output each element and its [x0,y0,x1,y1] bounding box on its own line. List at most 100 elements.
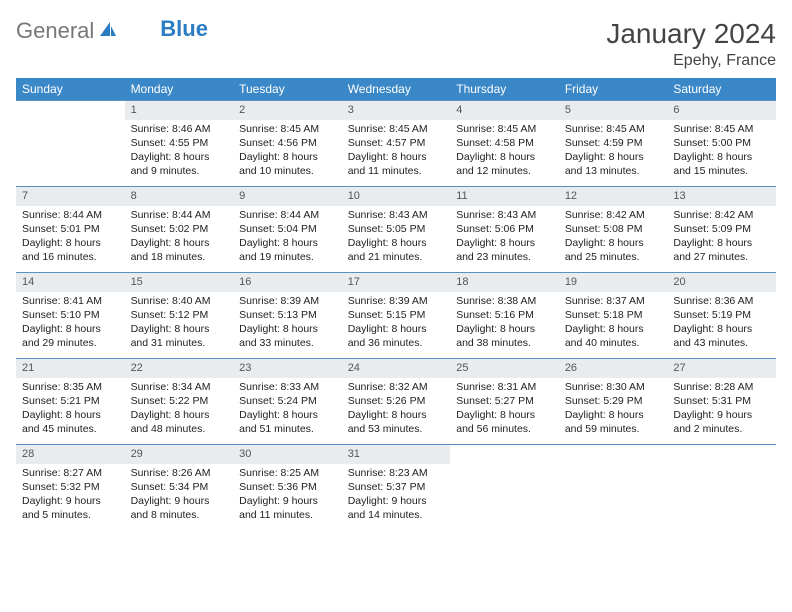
sunset-text: Sunset: 5:06 PM [456,222,553,236]
sunset-text: Sunset: 5:05 PM [348,222,445,236]
day-info: Sunrise: 8:35 AMSunset: 5:21 PMDaylight:… [16,378,125,441]
calendar-day-cell [559,445,668,531]
day-number: 28 [16,445,125,464]
daylight-text: Daylight: 8 hours and 16 minutes. [22,236,119,264]
day-info: Sunrise: 8:43 AMSunset: 5:06 PMDaylight:… [450,206,559,269]
sunrise-text: Sunrise: 8:42 AM [673,208,770,222]
weekday-header: Wednesday [342,78,451,101]
daylight-text: Daylight: 9 hours and 8 minutes. [131,494,228,522]
sunrise-text: Sunrise: 8:45 AM [565,122,662,136]
day-info: Sunrise: 8:44 AMSunset: 5:01 PMDaylight:… [16,206,125,269]
calendar-day-cell: 31 Sunrise: 8:23 AMSunset: 5:37 PMDayligh… [342,445,451,531]
day-number: 20 [667,273,776,292]
day-info: Sunrise: 8:42 AMSunset: 5:09 PMDaylight:… [667,206,776,269]
calendar-day-cell: 20Sunrise: 8:36 AMSunset: 5:19 PMDayligh… [667,273,776,359]
sunset-text: Sunset: 4:57 PM [348,136,445,150]
daylight-text: Daylight: 8 hours and 51 minutes. [239,408,336,436]
sunset-text: Sunset: 5:15 PM [348,308,445,322]
day-number: 8 [125,187,234,206]
day-info: Sunrise: 8:45 AMSunset: 4:59 PMDaylight:… [559,120,668,183]
sunrise-text: Sunrise: 8:43 AM [456,208,553,222]
day-number: 30 [233,445,342,464]
sunset-text: Sunset: 5:12 PM [131,308,228,322]
calendar-day-cell: 28Sunrise: 8:27 AMSunset: 5:32 PMDayligh… [16,445,125,531]
day-info: Sunrise: 8:25 AMSunset: 5:36 PMDaylight:… [233,464,342,527]
sunset-text: Sunset: 5:27 PM [456,394,553,408]
calendar-day-cell: 25 Sunrise: 8:31 AMSunset: 5:27 PMDayligh… [450,359,559,445]
sunrise-text: Sunrise: 8:39 AM [348,294,445,308]
daylight-text: Daylight: 8 hours and 56 minutes. [456,408,553,436]
sunrise-text: Sunrise: 8:44 AM [239,208,336,222]
day-info: Sunrise: 8:39 AMSunset: 5:15 PMDaylight:… [342,292,451,355]
sunrise-text: Sunrise: 8:42 AM [565,208,662,222]
sunset-text: Sunset: 5:04 PM [239,222,336,236]
daylight-text: Daylight: 8 hours and 27 minutes. [673,236,770,264]
daylight-text: Daylight: 8 hours and 53 minutes. [348,408,445,436]
location: Epehy, France [606,52,776,70]
sunrise-text: Sunrise: 8:23 AM [348,466,445,480]
calendar-header: SundayMondayTuesdayWednesdayThursdayFrid… [16,78,776,101]
sunrise-text: Sunrise: 8:28 AM [673,380,770,394]
day-number: 1 [125,101,234,120]
calendar-day-cell: 23Sunrise: 8:33 AMSunset: 5:24 PMDayligh… [233,359,342,445]
daylight-text: Daylight: 8 hours and 31 minutes. [131,322,228,350]
calendar-week-row: 7Sunrise: 8:44 AMSunset: 5:01 PMDaylight… [16,187,776,273]
sunset-text: Sunset: 5:19 PM [673,308,770,322]
sunrise-text: Sunrise: 8:36 AM [673,294,770,308]
sunrise-text: Sunrise: 8:45 AM [456,122,553,136]
weekday-header: Sunday [16,78,125,101]
sunrise-text: Sunrise: 8:25 AM [239,466,336,480]
weekday-header: Saturday [667,78,776,101]
sunrise-text: Sunrise: 8:40 AM [131,294,228,308]
sunrise-text: Sunrise: 8:32 AM [348,380,445,394]
daylight-text: Daylight: 8 hours and 12 minutes. [456,150,553,178]
day-number: 25 [450,359,559,378]
day-number: 31 [342,445,451,464]
sunset-text: Sunset: 5:10 PM [22,308,119,322]
daylight-text: Daylight: 9 hours and 14 minutes. [348,494,445,522]
daylight-text: Daylight: 8 hours and 38 minutes. [456,322,553,350]
sunset-text: Sunset: 4:55 PM [131,136,228,150]
day-number: 14 [16,273,125,292]
sunrise-text: Sunrise: 8:45 AM [348,122,445,136]
calendar-day-cell [667,445,776,531]
calendar-day-cell: 26Sunrise: 8:30 AMSunset: 5:29 PMDayligh… [559,359,668,445]
day-number: 4 [450,101,559,120]
calendar-day-cell: 11Sunrise: 8:43 AMSunset: 5:06 PMDayligh… [450,187,559,273]
day-info: Sunrise: 8:45 AMSunset: 5:00 PMDaylight:… [667,120,776,183]
sunset-text: Sunset: 4:58 PM [456,136,553,150]
day-number: 3 [342,101,451,120]
sunset-text: Sunset: 5:37 PM [348,480,445,494]
weekday-header: Friday [559,78,668,101]
sunrise-text: Sunrise: 8:45 AM [673,122,770,136]
sunrise-text: Sunrise: 8:31 AM [456,380,553,394]
calendar-day-cell: 22Sunrise: 8:34 AMSunset: 5:22 PMDayligh… [125,359,234,445]
sunrise-text: Sunrise: 8:35 AM [22,380,119,394]
calendar-day-cell: 2Sunrise: 8:45 AMSunset: 4:56 PMDaylight… [233,101,342,187]
calendar-week-row: 1Sunrise: 8:46 AMSunset: 4:55 PMDaylight… [16,101,776,187]
weekday-header: Tuesday [233,78,342,101]
daylight-text: Daylight: 8 hours and 33 minutes. [239,322,336,350]
daylight-text: Daylight: 8 hours and 29 minutes. [22,322,119,350]
calendar-day-cell: 29Sunrise: 8:26 AMSunset: 5:34 PMDayligh… [125,445,234,531]
title-block: January 2024 Epehy, France [606,18,776,70]
day-number: 23 [233,359,342,378]
day-number: 12 [559,187,668,206]
day-number: 24 [342,359,451,378]
sunset-text: Sunset: 5:09 PM [673,222,770,236]
daylight-text: Daylight: 8 hours and 9 minutes. [131,150,228,178]
day-info: Sunrise: 8:37 AMSunset: 5:18 PMDaylight:… [559,292,668,355]
calendar-day-cell: 16Sunrise: 8:39 AMSunset: 5:13 PMDayligh… [233,273,342,359]
sunrise-text: Sunrise: 8:37 AM [565,294,662,308]
sunrise-text: Sunrise: 8:33 AM [239,380,336,394]
day-info: Sunrise: 8:41 AMSunset: 5:10 PMDaylight:… [16,292,125,355]
day-info: Sunrise: 8:40 AMSunset: 5:12 PMDaylight:… [125,292,234,355]
calendar-day-cell: 15Sunrise: 8:40 AMSunset: 5:12 PMDayligh… [125,273,234,359]
day-info: Sunrise: 8:32 AMSunset: 5:26 PMDaylight:… [342,378,451,441]
sunset-text: Sunset: 5:18 PM [565,308,662,322]
calendar-day-cell: 9Sunrise: 8:44 AMSunset: 5:04 PMDaylight… [233,187,342,273]
day-number: 27 [667,359,776,378]
calendar-day-cell: 14Sunrise: 8:41 AMSunset: 5:10 PMDayligh… [16,273,125,359]
calendar-day-cell: 18Sunrise: 8:38 AMSunset: 5:16 PMDayligh… [450,273,559,359]
calendar-table: SundayMondayTuesdayWednesdayThursdayFrid… [16,78,776,531]
